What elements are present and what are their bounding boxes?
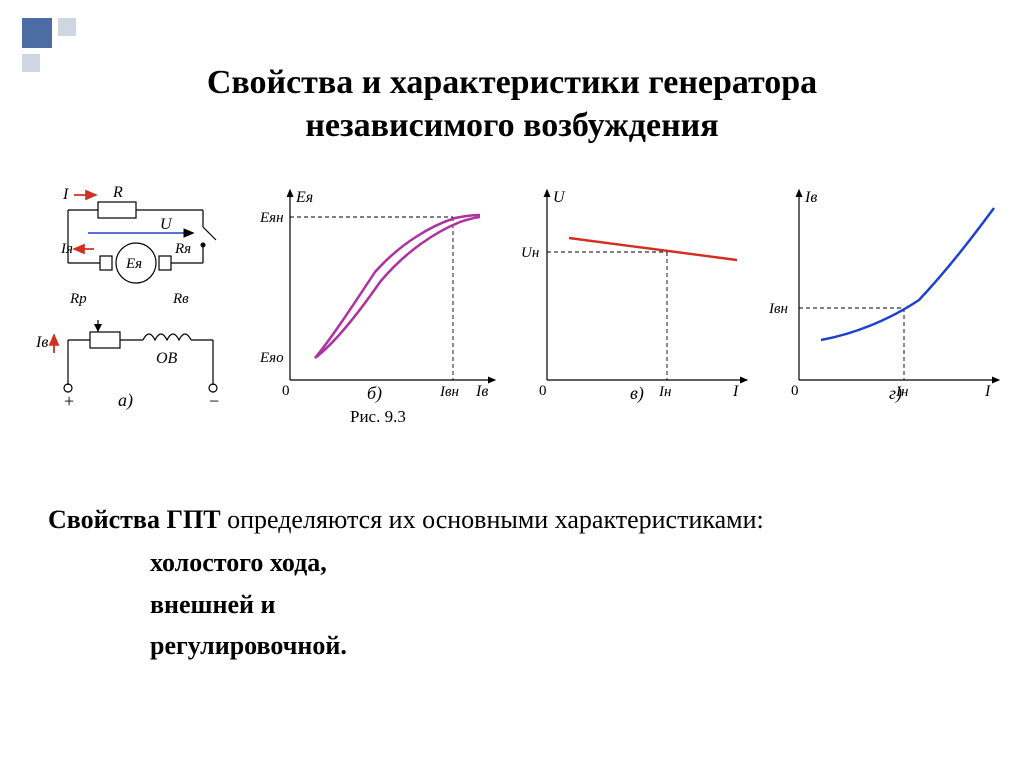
svg-text:I: I xyxy=(732,383,739,400)
figure-row: I R U Iя Eя Rя Rр Rв xyxy=(28,185,996,435)
svg-text:Eя: Eя xyxy=(295,189,313,206)
circuit-svg: I R U Iя Eя Rя Rр Rв xyxy=(28,185,243,415)
panel-label-a: a) xyxy=(118,390,133,411)
chart-b-svg: Eя Iв 0 Eян Eяо Iвн xyxy=(255,185,500,400)
svg-text:Iв: Iв xyxy=(475,383,488,400)
list-item: холостого хода, xyxy=(150,542,347,584)
list-item: внешней и xyxy=(150,584,347,626)
svg-text:Eя: Eя xyxy=(125,256,142,272)
svg-text:Rв: Rв xyxy=(172,291,189,307)
svg-text:I: I xyxy=(984,383,991,400)
svg-text:Iн: Iн xyxy=(658,384,671,400)
svg-text:+: + xyxy=(64,391,74,411)
svg-text:Eян: Eян xyxy=(259,210,284,226)
svg-text:−: − xyxy=(209,391,219,411)
svg-text:Rя: Rя xyxy=(174,241,191,257)
intro-text: Свойства ГПТ определяются их основными х… xyxy=(48,500,976,540)
svg-text:U: U xyxy=(553,189,566,206)
svg-text:Iя: Iя xyxy=(60,241,73,257)
circuit-panel: I R U Iя Eя Rя Rр Rв xyxy=(28,185,243,415)
svg-text:Iв: Iв xyxy=(804,189,817,206)
svg-text:Iвн: Iвн xyxy=(439,384,459,400)
svg-text:Uн: Uн xyxy=(521,245,539,261)
chart-g-panel: Iв I 0 Iвн Iн г) xyxy=(764,185,1004,400)
chart-v-panel: U I 0 Uн Iн в) xyxy=(512,185,752,400)
panel-label-v: в) xyxy=(630,383,644,404)
panel-label-b: б) xyxy=(367,383,382,404)
deco-square-top xyxy=(58,18,76,36)
svg-text:ОВ: ОВ xyxy=(156,350,178,367)
list-item: регулировочной. xyxy=(150,625,347,667)
svg-text:Iвн: Iвн xyxy=(768,301,788,317)
figure-caption: Рис. 9.3 xyxy=(350,407,406,427)
svg-text:0: 0 xyxy=(791,383,799,399)
intro-rest: определяются их основными характеристика… xyxy=(221,505,764,534)
svg-text:U: U xyxy=(160,216,173,233)
svg-text:Eяо: Eяо xyxy=(259,350,284,366)
title-line-2: независимого возбуждения xyxy=(0,105,1024,148)
svg-text:0: 0 xyxy=(282,383,290,399)
svg-text:R: R xyxy=(112,185,123,201)
chart-g-svg: Iв I 0 Iвн Iн xyxy=(764,185,1004,400)
chart-v-svg: U I 0 Uн Iн xyxy=(512,185,752,400)
intro-bold: Свойства ГПТ xyxy=(48,505,221,534)
title-line-1: Свойства и характеристики генератора xyxy=(0,62,1024,105)
chart-b-panel: Eя Iв 0 Eян Eяо Iвн б) Рис. 9.3 xyxy=(255,185,500,400)
page-title: Свойства и характеристики генератора нез… xyxy=(0,62,1024,147)
panel-label-g: г) xyxy=(889,383,902,404)
svg-text:I: I xyxy=(62,186,69,203)
svg-text:Rр: Rр xyxy=(69,291,87,307)
svg-text:Iв: Iв xyxy=(35,334,48,351)
characteristics-list: холостого хода, внешней и регулировочной… xyxy=(150,542,347,667)
svg-text:0: 0 xyxy=(539,383,547,399)
deco-square-large xyxy=(22,18,52,48)
